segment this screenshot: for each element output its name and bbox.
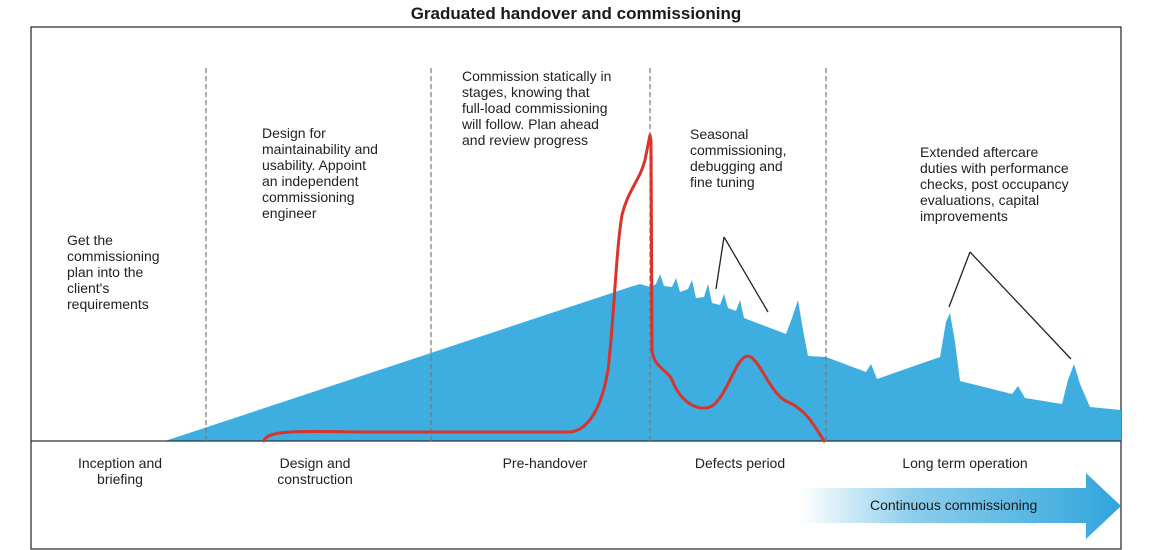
phase-defects: Defects period (694, 455, 786, 471)
phase-inception: Inception and briefing (77, 455, 163, 487)
continuous-commissioning-label: Continuous commissioning (870, 497, 1038, 513)
continuous-commissioning-arrow (800, 473, 1121, 539)
pointer-aftercare-left (948, 251, 971, 308)
phase-longterm: Long term operation (902, 455, 1028, 471)
note-briefing: Get the commissioning plan into the clie… (67, 232, 160, 312)
pointer-seasonal-left (715, 236, 725, 290)
note-longterm: Extended aftercare duties with performan… (920, 144, 1069, 224)
phase-prehandover: Pre-handover (502, 455, 588, 471)
commissioning-effort-area (165, 274, 1121, 441)
diagram-frame (30, 26, 1122, 550)
phase-design: Design and construction (277, 455, 353, 487)
note-design: Design for maintainability and usability… (262, 125, 378, 221)
note-defects: Seasonal commissioning, debugging and fi… (690, 126, 787, 190)
pointer-aftercare-right (969, 251, 1072, 360)
commissioning-activity-curve (262, 133, 826, 443)
pointer-lines (715, 236, 1072, 360)
phase-dividers (205, 68, 827, 441)
note-prehandover: Commission statically in stages, knowing… (462, 68, 612, 148)
diagram-title: Graduated handover and commissioning (410, 4, 742, 23)
pointer-seasonal-right (723, 236, 769, 313)
